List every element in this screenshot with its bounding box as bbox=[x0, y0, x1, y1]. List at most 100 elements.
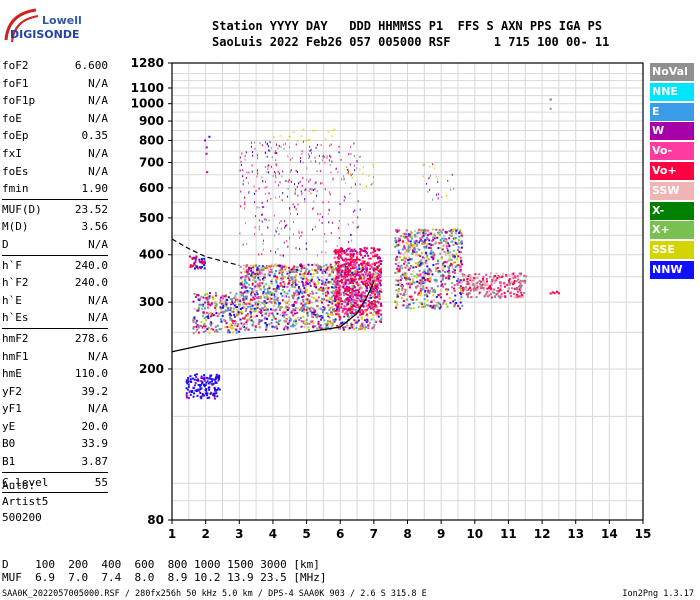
echo-dot bbox=[499, 295, 502, 298]
echo-dot bbox=[351, 239, 353, 242]
echo-dot bbox=[200, 295, 203, 298]
echo-dot bbox=[459, 293, 462, 296]
param-value: N/A bbox=[88, 146, 108, 160]
echo-dot bbox=[192, 300, 195, 303]
echo-dot bbox=[305, 279, 308, 282]
echo-dot bbox=[324, 326, 327, 329]
echo-dot bbox=[351, 233, 353, 236]
echo-dot bbox=[307, 314, 310, 317]
echo-dot bbox=[503, 282, 506, 285]
echo-dot bbox=[442, 301, 445, 304]
echo-dot bbox=[351, 298, 354, 301]
echo-dot bbox=[357, 274, 360, 277]
echo-dot bbox=[300, 231, 302, 234]
echo-dot bbox=[193, 308, 196, 311]
param-row-20: yE 20.0 bbox=[2, 418, 108, 436]
echo-dot bbox=[321, 282, 324, 285]
echo-dot bbox=[270, 297, 273, 300]
echo-dot bbox=[310, 292, 313, 295]
echo-dot bbox=[283, 284, 286, 287]
echo-dot bbox=[327, 313, 330, 316]
echo-dot bbox=[308, 279, 311, 282]
echo-dot bbox=[283, 283, 286, 286]
echo-dot bbox=[412, 249, 415, 252]
echo-dot bbox=[302, 277, 305, 280]
echo-dot bbox=[263, 205, 265, 208]
echo-dot bbox=[322, 287, 325, 290]
y-tick-label: 700 bbox=[139, 155, 164, 169]
echo-dot bbox=[194, 384, 197, 387]
echo-dot bbox=[339, 327, 342, 330]
echo-dot bbox=[224, 309, 227, 312]
echo-dot bbox=[456, 242, 459, 245]
echo-dot bbox=[397, 249, 400, 252]
echo-dot bbox=[310, 192, 312, 195]
echo-dot bbox=[360, 312, 363, 315]
echo-dot bbox=[508, 281, 511, 284]
echo-dot bbox=[333, 310, 336, 313]
echo-dot bbox=[214, 301, 217, 304]
echo-dot bbox=[324, 271, 327, 274]
echo-dot bbox=[479, 287, 482, 290]
echo-dot bbox=[251, 154, 253, 157]
echo-dot bbox=[420, 262, 423, 265]
echo-dot bbox=[231, 331, 234, 334]
echo-dot bbox=[344, 265, 347, 268]
echo-dot bbox=[196, 388, 199, 391]
echo-dot bbox=[409, 284, 412, 287]
echo-dot bbox=[326, 155, 328, 158]
echo-dot bbox=[221, 310, 224, 313]
echo-dot bbox=[229, 326, 232, 329]
echo-dot bbox=[283, 291, 286, 294]
echo-dot bbox=[201, 259, 204, 262]
echo-dot bbox=[419, 279, 422, 282]
echo-dot bbox=[252, 291, 255, 294]
echo-dot bbox=[336, 256, 339, 259]
echo-dot bbox=[399, 293, 402, 296]
echo-dot bbox=[305, 289, 308, 292]
echo-dot bbox=[325, 263, 328, 266]
echo-dot bbox=[215, 389, 218, 392]
echo-dot bbox=[253, 277, 256, 280]
echo-dot bbox=[284, 300, 287, 303]
echo-dot bbox=[429, 188, 431, 191]
echo-dot bbox=[215, 305, 218, 308]
echo-dot bbox=[482, 287, 485, 290]
echo-dot bbox=[396, 292, 399, 295]
echo-dot bbox=[482, 288, 485, 291]
echo-dot bbox=[437, 232, 440, 235]
echo-dot bbox=[198, 260, 201, 263]
echo-dot bbox=[248, 268, 251, 271]
echo-dot bbox=[469, 274, 472, 277]
echo-dot bbox=[327, 281, 330, 284]
echo-dot bbox=[194, 260, 197, 263]
echo-dot bbox=[349, 325, 352, 328]
echo-dot bbox=[246, 314, 249, 317]
echo-dot bbox=[366, 325, 369, 328]
echo-dot bbox=[215, 392, 218, 395]
echo-dot bbox=[407, 306, 410, 309]
echo-dot bbox=[310, 295, 313, 298]
echo-dot bbox=[311, 263, 314, 266]
echo-dot bbox=[447, 252, 450, 255]
echo-dot bbox=[230, 324, 233, 327]
echo-dot bbox=[305, 318, 308, 321]
echo-dot bbox=[185, 380, 188, 383]
echo-dot bbox=[423, 245, 426, 248]
echo-dot bbox=[437, 180, 439, 183]
echo-dot bbox=[433, 304, 436, 307]
echo-dot bbox=[344, 292, 347, 295]
echo-dot bbox=[271, 312, 274, 315]
echo-dot bbox=[197, 326, 200, 329]
echo-dot bbox=[261, 314, 264, 317]
echo-dot bbox=[349, 291, 352, 294]
echo-dot bbox=[461, 263, 464, 266]
echo-dot bbox=[420, 280, 423, 283]
echo-dot bbox=[371, 263, 374, 266]
echo-dot bbox=[356, 281, 359, 284]
echo-dot bbox=[457, 255, 460, 258]
echo-dot bbox=[358, 277, 361, 280]
echo-dot bbox=[355, 321, 358, 324]
echo-dot bbox=[279, 307, 282, 310]
echo-dot bbox=[307, 294, 310, 297]
